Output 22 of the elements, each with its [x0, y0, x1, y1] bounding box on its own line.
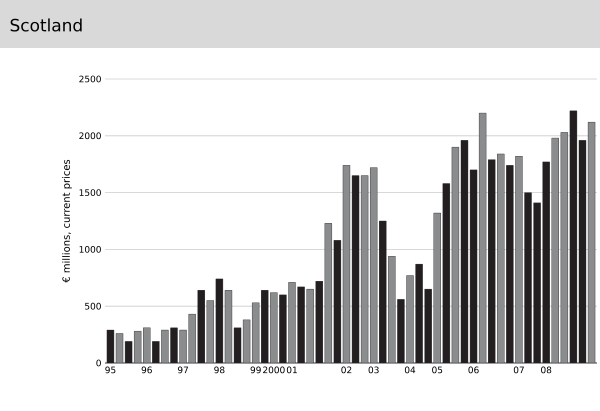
y-tick-label: 0: [96, 360, 101, 366]
y-tick-label: 2500: [79, 76, 101, 82]
x-tick-label: 99: [250, 366, 261, 374]
x-tick-label: 03: [368, 366, 379, 374]
y-tick-label: 2000: [79, 132, 101, 140]
x-tick-label: 07: [514, 366, 524, 374]
x-tick-label: 95: [105, 366, 116, 374]
x-tick-label: 01: [286, 366, 297, 374]
x-tick-label: 2000: [263, 366, 285, 374]
x-tick-label: 96: [142, 366, 152, 374]
x-tick-label: 06: [468, 366, 479, 374]
y-tick-label: 500: [85, 302, 101, 310]
y-tick-label: 1500: [80, 189, 101, 196]
x-tick-label: 08: [541, 366, 552, 374]
y-tick-label: 1000: [80, 246, 101, 253]
x-tick-label: 97: [178, 366, 188, 374]
chart-title: Scotland: [10, 18, 82, 32]
x-tick-label: 98: [214, 366, 224, 374]
x-tick-label: 04: [404, 366, 416, 374]
x-tick-label: 05: [432, 366, 442, 374]
x-tick-label: 02: [341, 366, 352, 374]
y-axis-title: € millions, current prices: [62, 160, 72, 283]
